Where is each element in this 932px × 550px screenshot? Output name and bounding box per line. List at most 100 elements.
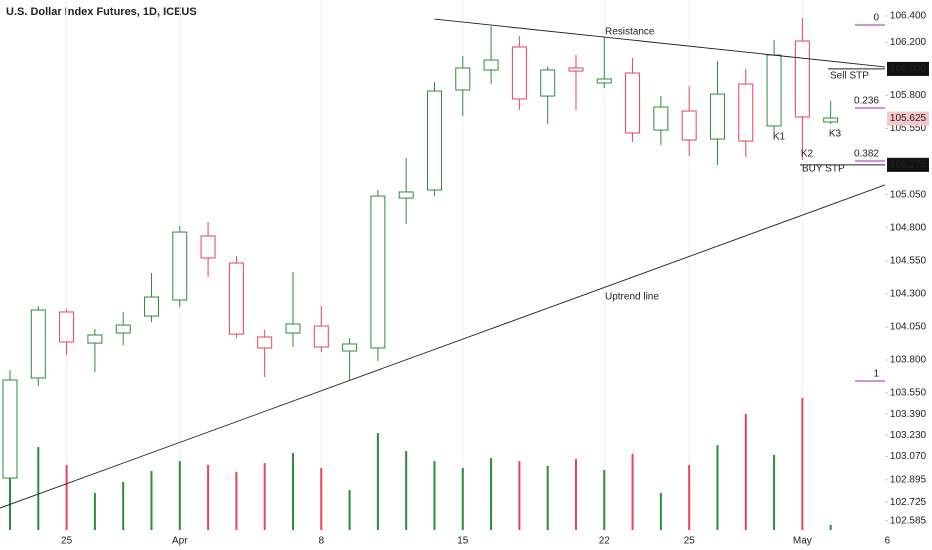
volume-bar: [8, 436, 11, 530]
x-tick-label: 22: [599, 536, 611, 547]
fib-label: 0.382: [854, 149, 879, 160]
y-tick-label: 103.230: [890, 430, 927, 441]
x-tick-label: 25: [684, 536, 696, 547]
candle-body: [681, 110, 697, 141]
price-tag-label: 105.275: [890, 159, 927, 170]
candle-body: [342, 343, 358, 352]
y-tick-label: 103.070: [890, 451, 927, 462]
trend-label: Resistance: [605, 27, 655, 38]
y-tick-label: 105.050: [890, 189, 927, 200]
candle-body: [59, 311, 75, 343]
x-tick-label: 25: [61, 536, 73, 547]
volume-bar: [405, 451, 408, 530]
volume-bar: [716, 445, 719, 530]
volume-bar: [433, 461, 436, 530]
x-tick-label: 8: [318, 536, 324, 547]
volume-bar: [744, 413, 747, 530]
candle-body: [30, 309, 46, 379]
volume-bar: [376, 433, 379, 530]
volume-bar: [178, 461, 181, 530]
candle-body: [511, 46, 527, 100]
candle-body: [172, 231, 188, 301]
y-tick-label: 105.550: [890, 123, 927, 134]
annotation: K1: [773, 132, 786, 143]
volume-bar: [518, 461, 521, 530]
trend-line: [0, 184, 886, 509]
y-tick-label: 104.550: [890, 255, 927, 266]
x-tick-label: 6: [884, 536, 890, 547]
y-tick-label: 105.800: [890, 90, 927, 101]
candle-body: [823, 117, 839, 123]
candle-body: [2, 379, 18, 479]
y-tick-label: 103.800: [890, 355, 927, 366]
y-tick-label: 102.585: [890, 515, 927, 526]
annotation: K2: [801, 149, 814, 160]
volume-bar: [688, 465, 691, 530]
candle-body: [455, 67, 471, 91]
volume-bar: [65, 465, 68, 530]
y-tick-label: 104.300: [890, 288, 927, 299]
trend-label: Uptrend line: [605, 292, 659, 303]
x-tick-label: 15: [457, 536, 469, 547]
candle-body: [709, 93, 725, 140]
volume-bar: [603, 470, 606, 530]
candle-body: [568, 67, 584, 72]
fib-label: 0.236: [854, 96, 879, 107]
candle-body: [87, 334, 103, 344]
candle-body: [794, 40, 810, 118]
price-tag: [887, 61, 929, 76]
volume-bar: [235, 472, 238, 530]
volume-bar: [207, 465, 210, 530]
volume-bar: [829, 524, 832, 530]
volume-bar: [546, 465, 549, 530]
volume-bar: [348, 490, 351, 530]
annotation: K3: [829, 129, 842, 140]
volume-bar: [150, 470, 153, 530]
y-tick-label: 102.725: [890, 497, 927, 508]
candle-body: [228, 262, 244, 335]
volume-bar: [93, 492, 96, 530]
candle-body: [398, 191, 414, 199]
volume-bar: [263, 463, 266, 530]
fib-label: 1: [873, 369, 879, 380]
price-tag: [887, 111, 929, 126]
y-tick-label: 102.895: [890, 474, 927, 485]
candle-body: [115, 324, 131, 334]
candle-body: [143, 296, 159, 317]
x-tick-label: Apr: [172, 536, 188, 547]
volume-bar: [461, 467, 464, 530]
stop-label: BUY STP: [802, 164, 845, 175]
candle-body: [596, 78, 612, 84]
volume-bar: [659, 492, 662, 530]
x-tick-label: May: [793, 536, 812, 547]
volume-bar: [631, 454, 634, 530]
y-tick-label: 106.400: [890, 11, 927, 22]
volume-bar: [291, 453, 294, 530]
trend-line: [434, 18, 886, 68]
price-tag: [887, 157, 929, 172]
candle-body: [200, 235, 216, 259]
fib-label: 0: [873, 13, 879, 24]
volume-bar: [574, 458, 577, 530]
volume-bar: [490, 458, 493, 530]
price-tag-label: 105.625: [890, 113, 927, 124]
candle-body: [426, 90, 442, 191]
candle-body: [483, 59, 499, 71]
y-tick-label: 104.800: [890, 222, 927, 233]
y-tick-label: 103.390: [890, 409, 927, 420]
volume-bar: [37, 447, 40, 530]
candle-body: [653, 106, 669, 131]
volume-bar: [320, 467, 323, 530]
candle-body: [285, 323, 301, 334]
candle-body: [370, 195, 386, 349]
candle-body: [766, 54, 782, 127]
candle-body: [313, 325, 329, 348]
candle-body: [257, 336, 273, 349]
chart-title: U.S. Dollar Index Futures, 1D, ICEUS: [6, 6, 197, 18]
candle-body: [540, 69, 556, 97]
y-tick-label: 106.200: [890, 37, 927, 48]
volume-bar: [122, 481, 125, 530]
candle-body: [625, 72, 641, 134]
candle-body: [738, 83, 754, 142]
